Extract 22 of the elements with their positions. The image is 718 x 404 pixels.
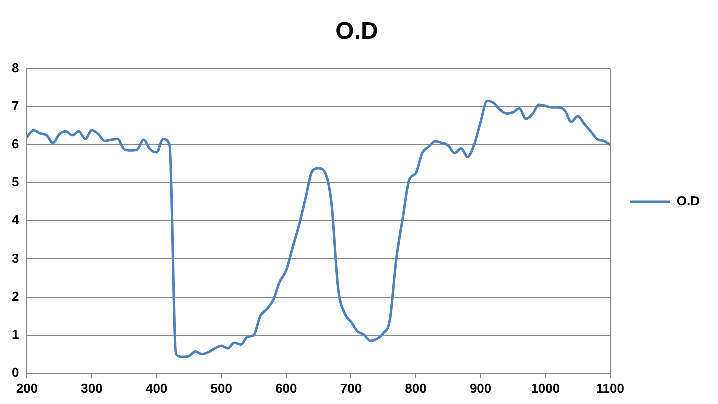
line-series xyxy=(27,100,610,358)
legend-label: O.D xyxy=(676,194,700,209)
y-tick-label: 8 xyxy=(12,60,20,76)
x-tick-label: 800 xyxy=(405,380,427,396)
x-tick-label: 300 xyxy=(81,380,103,396)
y-tick-label: 3 xyxy=(12,250,20,266)
y-tick-label: 5 xyxy=(12,174,20,190)
x-tick-label: 1000 xyxy=(531,380,560,396)
x-tick-label: 500 xyxy=(210,380,232,396)
x-tick-label: 600 xyxy=(276,380,298,396)
x-tick-label: 400 xyxy=(146,380,168,396)
y-tick-label: 4 xyxy=(12,212,20,228)
y-tick-label: 0 xyxy=(12,364,20,380)
x-tick-label: 700 xyxy=(340,380,362,396)
x-tick-label: 900 xyxy=(470,380,492,396)
y-tick-label: 6 xyxy=(12,136,20,152)
y-tick-label: 1 xyxy=(12,326,20,342)
chart-title: O.D xyxy=(336,18,378,46)
y-tick-label: 7 xyxy=(12,98,20,114)
x-tick-label: 1100 xyxy=(596,380,624,396)
y-tick-label: 2 xyxy=(12,288,20,304)
x-tick-label: 200 xyxy=(16,380,38,396)
